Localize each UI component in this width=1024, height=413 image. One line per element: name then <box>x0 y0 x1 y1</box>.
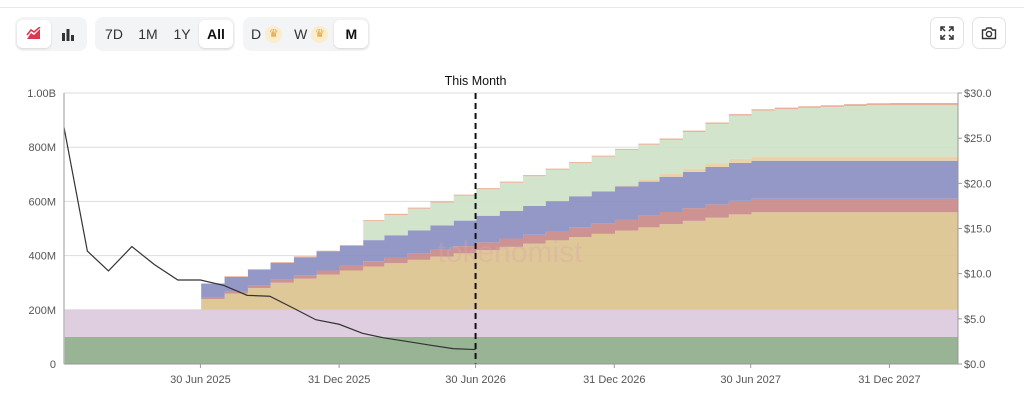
watermark-text: tokenomist <box>437 236 583 269</box>
fullscreen-button[interactable] <box>930 17 964 49</box>
bar-chart-button[interactable] <box>51 20 85 48</box>
x-tick-label: 30 Jun 2026 <box>445 374 506 386</box>
screenshot-button[interactable] <box>972 17 1006 49</box>
granularity-week-button[interactable]: W ♛ <box>288 20 334 48</box>
range-1m-button[interactable]: 1M <box>138 26 158 42</box>
stacked-areas <box>64 103 959 364</box>
y-right-tick-label: $0.0 <box>964 359 985 371</box>
y-left-tick-label: 600M <box>28 196 56 208</box>
range-1y-button[interactable]: 1Y <box>173 26 191 42</box>
axes: 0 200M 400M 600M 800M 1.00B $0.0 $5.0 $10.0 $15.0… <box>27 88 991 386</box>
current-month-marker: This Month <box>445 74 507 364</box>
area-chart-icon <box>26 27 41 39</box>
area-series-6 <box>64 105 959 310</box>
granularity-group: D ♛ W ♛ M <box>243 17 371 51</box>
chart-type-group <box>15 17 87 51</box>
price-line-layer <box>63 127 476 351</box>
area-chart-button[interactable] <box>17 20 51 48</box>
x-tick-label: 31 Dec 2025 <box>308 374 370 386</box>
granularity-day-button[interactable]: D ♛ <box>245 20 288 48</box>
area-series-0 <box>64 336 959 364</box>
granularity-week-label: W <box>294 26 308 42</box>
price-line <box>63 127 476 351</box>
crown-icon: ♛ <box>265 25 283 43</box>
fullscreen-icon <box>940 26 954 40</box>
x-tick-label: 30 Jun 2025 <box>170 374 231 386</box>
y-left-tick-label: 400M <box>28 251 56 263</box>
x-tick-label: 31 Dec 2027 <box>858 374 920 386</box>
x-tick-label: 31 Dec 2026 <box>583 374 645 386</box>
area-series-3 <box>64 198 959 310</box>
y-left-tick-label: 200M <box>28 305 56 317</box>
y-right-tick-label: $15.0 <box>964 224 992 236</box>
camera-icon <box>981 27 997 40</box>
y-left-tick-label: 800M <box>28 142 56 154</box>
range-7d-button[interactable]: 7D <box>105 26 123 42</box>
y-right-tick-label: $20.0 <box>964 178 992 190</box>
granularity-day-label: D <box>251 26 262 42</box>
this-month-label: This Month <box>445 74 507 88</box>
x-tick-label: 30 Jun 2027 <box>720 374 781 386</box>
top-divider <box>0 7 1024 8</box>
y-right-tick-label: $5.0 <box>964 314 985 326</box>
chart-toolbar: 7D 1M 1Y All D ♛ W ♛ M <box>15 17 371 51</box>
area-series-1 <box>64 309 959 337</box>
range-group: 7D 1M 1Y All <box>95 17 235 51</box>
y-left-tick-label: 0 <box>50 359 56 371</box>
bar-chart-icon <box>62 29 74 41</box>
granularity-month-button[interactable]: M <box>334 20 369 48</box>
range-all-button[interactable]: All <box>199 20 233 48</box>
y-right-tick-label: $25.0 <box>964 133 992 145</box>
area-series-4 <box>64 160 959 310</box>
y-right-tick-label: $30.0 <box>964 88 992 100</box>
crown-icon: ♛ <box>311 25 329 43</box>
y-left-tick-label: 1.00B <box>27 88 56 100</box>
area-series-2 <box>64 212 959 310</box>
y-right-tick-label: $10.0 <box>964 269 992 281</box>
